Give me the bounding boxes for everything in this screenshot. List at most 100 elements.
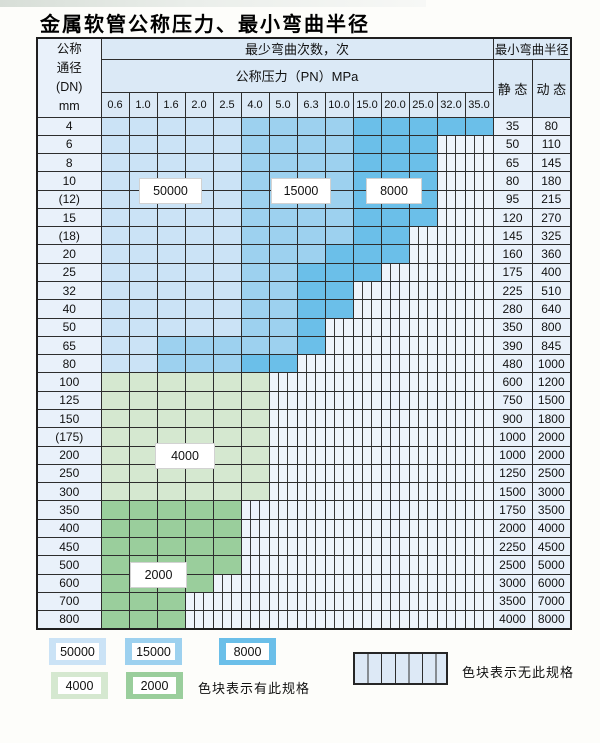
- no-spec-cell: [352, 610, 382, 630]
- spec-cell: [184, 281, 214, 301]
- spec-cell: [212, 299, 242, 319]
- no-spec-cell: [324, 372, 354, 392]
- no-spec-cell: [408, 536, 438, 557]
- no-spec-cell: [464, 134, 494, 155]
- spec-cell: [184, 354, 214, 374]
- pressure-value-header: 6.3: [296, 91, 326, 118]
- no-spec-cell: [408, 463, 438, 484]
- spec-cell: [352, 226, 382, 246]
- no-spec-cell: [324, 408, 354, 429]
- no-spec-cell: [324, 390, 354, 411]
- legend-swatch-label: 2000: [133, 677, 176, 694]
- spec-cell: [240, 427, 270, 447]
- dynamic-value: 215: [531, 189, 572, 209]
- spec-cell: [240, 281, 270, 301]
- table-row: 350 1750 3500: [36, 500, 572, 520]
- table-row: 32 225 510: [36, 281, 572, 301]
- spec-cell: [240, 408, 270, 429]
- no-spec-cell: [240, 536, 270, 557]
- no-spec-cell: [408, 262, 438, 283]
- spec-cell: [156, 536, 186, 557]
- dn-cell: 100: [36, 372, 102, 392]
- spec-cell: [240, 463, 270, 484]
- spec-cell: [464, 116, 494, 136]
- no-spec-cell: [268, 427, 298, 447]
- no-spec-cell: [212, 591, 242, 612]
- no-spec-cell: [352, 445, 382, 465]
- no-spec-cell: [324, 610, 354, 630]
- dynamic-value: 80: [531, 116, 572, 136]
- spec-cell: [212, 262, 242, 283]
- pressure-value-header: 35.0: [464, 91, 494, 118]
- spec-cell: [100, 189, 130, 209]
- no-spec-cell: [464, 482, 494, 502]
- dn-cell: 8: [36, 153, 102, 173]
- dn-cell: 300: [36, 482, 102, 502]
- spec-cell: [156, 226, 186, 246]
- spec-cell: [100, 207, 130, 228]
- no-spec-cell: [464, 281, 494, 301]
- spec-cell: [408, 134, 438, 155]
- spec-cell: [128, 536, 158, 557]
- spec-cell: [212, 518, 242, 538]
- spec-cell: [212, 244, 242, 264]
- spec-cell: [100, 610, 130, 630]
- pressure-value-header: 1.0: [128, 91, 158, 118]
- spec-cell: [100, 171, 130, 191]
- spec-cell: [296, 244, 326, 264]
- spec-cell: [184, 262, 214, 283]
- spec-cell: [268, 262, 298, 283]
- spec-table: 公称 通径 (DN) mm 最少弯曲次数，次 最小弯曲半径 公称压力（PN）MP…: [36, 37, 573, 630]
- table-row: 80 480 1000: [36, 354, 572, 374]
- spec-cell: [156, 500, 186, 520]
- legend-swatch-8000: 8000: [219, 638, 276, 665]
- no-spec-cell: [296, 591, 326, 612]
- spec-cell: [324, 207, 354, 228]
- no-spec-cell: [436, 281, 466, 301]
- spec-cell: [184, 299, 214, 319]
- no-spec-cell: [436, 591, 466, 612]
- spec-cell: [184, 518, 214, 538]
- dynamic-value: 4000: [531, 518, 572, 538]
- spec-cell: [268, 153, 298, 173]
- no-spec-cell: [296, 390, 326, 411]
- spec-cell: [296, 335, 326, 356]
- spec-cell: [100, 134, 130, 155]
- table-row: 4 35 80: [36, 116, 572, 136]
- no-spec-cell: [380, 299, 410, 319]
- static-value: 390: [492, 335, 533, 356]
- no-spec-cell: [436, 500, 466, 520]
- dynamic-value: 400: [531, 262, 572, 283]
- no-spec-cell: [352, 536, 382, 557]
- no-spec-cell: [212, 610, 242, 630]
- no-spec-cell: [352, 518, 382, 538]
- no-spec-cell: [436, 610, 466, 630]
- spec-cell: [212, 445, 242, 465]
- table-row: 300 1500 3000: [36, 482, 572, 502]
- no-spec-cell: [380, 500, 410, 520]
- dynamic-value: 1800: [531, 408, 572, 429]
- no-spec-cell: [464, 573, 494, 593]
- no-spec-cell: [436, 354, 466, 374]
- no-spec-cell: [408, 573, 438, 593]
- legend-has-spec-text: 色块表示有此规格: [198, 681, 311, 696]
- no-spec-cell: [380, 518, 410, 538]
- no-spec-cell: [352, 573, 382, 593]
- dn-cell: 20: [36, 244, 102, 264]
- spec-cell: [156, 335, 186, 356]
- spec-cell: [128, 500, 158, 520]
- no-spec-cell: [408, 390, 438, 411]
- no-spec-cell: [436, 244, 466, 264]
- spec-cell: [212, 408, 242, 429]
- spec-cell: [212, 372, 242, 392]
- no-spec-cell: [184, 591, 214, 612]
- no-spec-cell: [380, 536, 410, 557]
- no-spec-cell: [464, 610, 494, 630]
- spec-cell: [184, 116, 214, 136]
- spec-cell: [296, 116, 326, 136]
- spec-cell: [100, 372, 130, 392]
- spec-cell: [212, 536, 242, 557]
- no-spec-cell: [464, 207, 494, 228]
- no-spec-cell: [324, 317, 354, 337]
- table-row: (18) 145 325: [36, 226, 572, 246]
